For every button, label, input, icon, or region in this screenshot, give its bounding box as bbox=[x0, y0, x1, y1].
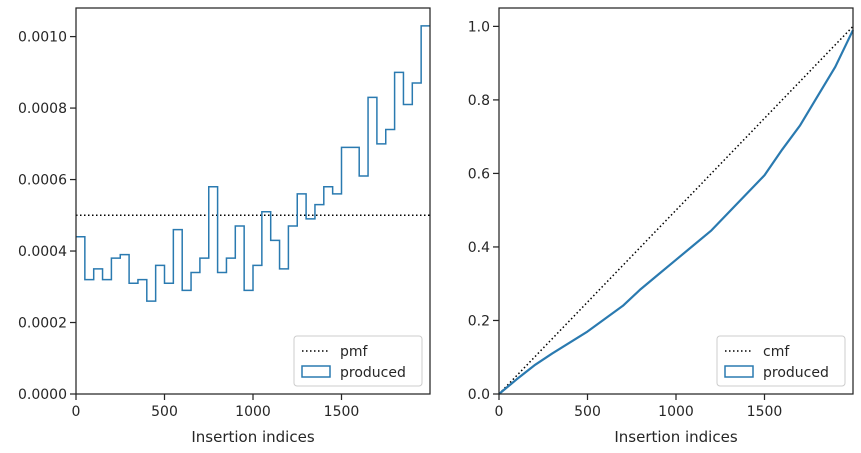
x-axis-label: Insertion indices bbox=[614, 428, 737, 446]
x-tick-label: 500 bbox=[151, 404, 178, 420]
cmf-line-panel: 0 500 1000 1500 0.0 0.2 0.4 0.6 0.8 1.0 Insertion … bbox=[468, 7, 854, 446]
legend: pmf produced bbox=[293, 335, 423, 387]
legend-box bbox=[716, 335, 846, 387]
y-tick-label: 1.0 bbox=[468, 19, 490, 35]
legend-label: produced bbox=[763, 365, 829, 381]
x-tick-label: 0 bbox=[72, 404, 81, 420]
y-tick-label: 0.8 bbox=[468, 93, 490, 109]
legend-box bbox=[293, 335, 423, 387]
y-tick-label: 0.0000 bbox=[18, 387, 67, 403]
y-tick-label: 0.6 bbox=[468, 166, 490, 182]
x-tick-label: 1000 bbox=[235, 404, 271, 420]
legend-patch-swatch bbox=[724, 365, 754, 378]
y-tick-label: 0.0004 bbox=[18, 244, 67, 260]
legend-label: pmf bbox=[340, 344, 369, 360]
legend-label: produced bbox=[340, 365, 406, 381]
x-tick-label: 500 bbox=[574, 404, 601, 420]
x-tick-label: 1000 bbox=[658, 404, 694, 420]
y-tick-label: 0.0010 bbox=[18, 30, 67, 46]
produced-histogram-step bbox=[76, 25, 430, 302]
produced-cumulative-line bbox=[498, 29, 854, 395]
y-tick-label: 0.0006 bbox=[18, 173, 67, 189]
cmf-dotted-line bbox=[498, 25, 854, 395]
y-tick-label: 0.4 bbox=[468, 240, 490, 256]
y-tick-label: 0.0 bbox=[468, 387, 490, 403]
legend-patch-swatch bbox=[301, 365, 331, 378]
y-tick-label: 0.2 bbox=[468, 313, 490, 329]
pmf-histogram-panel: 0 500 1000 1500 0.0000 0.0002 0.0004 0.0006 0.00… bbox=[18, 7, 431, 446]
x-tick-label: 1500 bbox=[747, 404, 783, 420]
legend: cmf produced bbox=[716, 335, 846, 387]
x-axis-label: Insertion indices bbox=[191, 428, 314, 446]
x-tick-label: 0 bbox=[495, 404, 504, 420]
legend-label: cmf bbox=[763, 344, 790, 360]
x-tick-label: 1500 bbox=[324, 404, 360, 420]
y-tick-label: 0.0002 bbox=[18, 316, 67, 332]
y-tick-label: 0.0008 bbox=[18, 101, 67, 117]
